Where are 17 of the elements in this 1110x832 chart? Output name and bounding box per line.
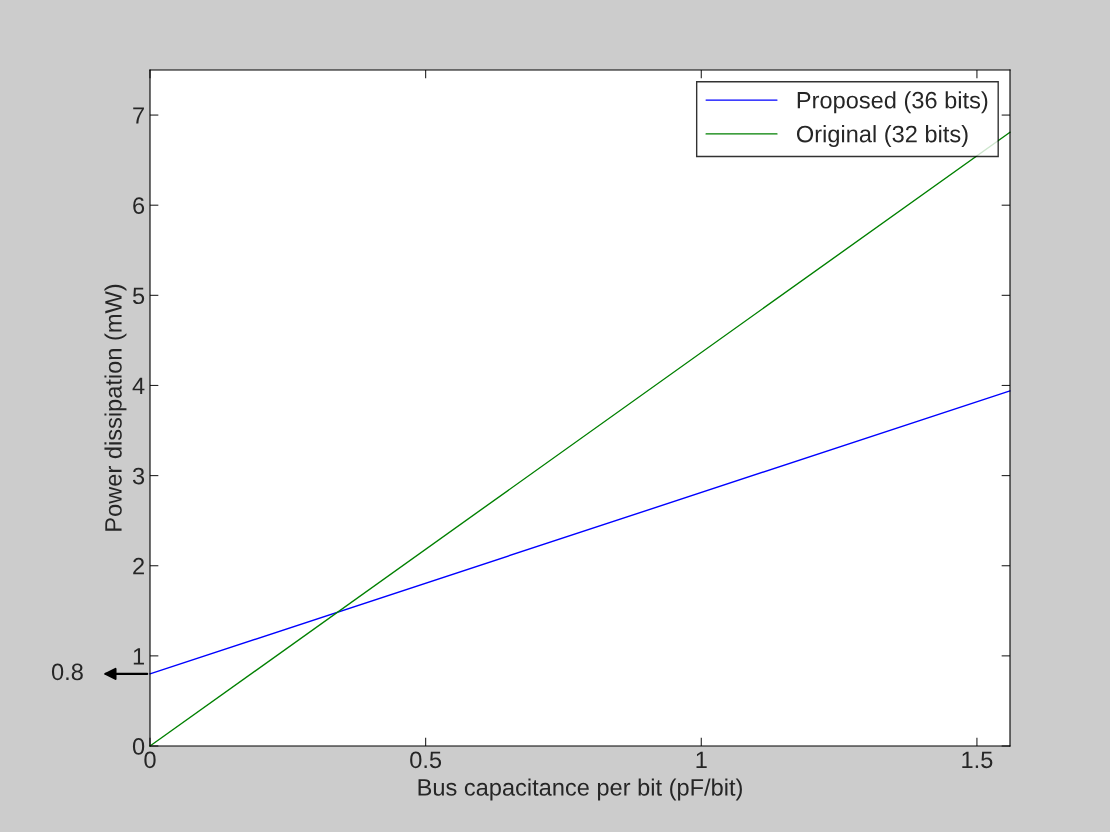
y-tick-label: 3 bbox=[132, 467, 145, 485]
x-tick-label: 1.5 bbox=[962, 751, 993, 769]
y-tick-label: 1 bbox=[133, 648, 144, 665]
y-tick-label: 4 bbox=[132, 377, 145, 395]
x-tick-label: 0 bbox=[144, 751, 156, 769]
y-tick-label: 7 bbox=[133, 107, 144, 124]
legend-label: Proposed (36 bits) bbox=[797, 91, 988, 114]
y-tick-label: 2 bbox=[133, 557, 144, 575]
y-tick-label: 0 bbox=[132, 738, 145, 755]
x-tick-label: 1 bbox=[696, 751, 707, 768]
x-tick-label: 0.5 bbox=[410, 751, 442, 769]
y-axis-title: Power dissipation (mW) bbox=[104, 284, 127, 531]
x-axis-title: Bus capacitance per bit (pF/bit) bbox=[418, 778, 742, 801]
y-tick-label: 6 bbox=[133, 197, 145, 214]
annotation: 0.8 bbox=[51, 663, 83, 681]
legend-label: Original (32 bits) bbox=[796, 125, 968, 148]
y-tick-label: 5 bbox=[132, 287, 145, 305]
